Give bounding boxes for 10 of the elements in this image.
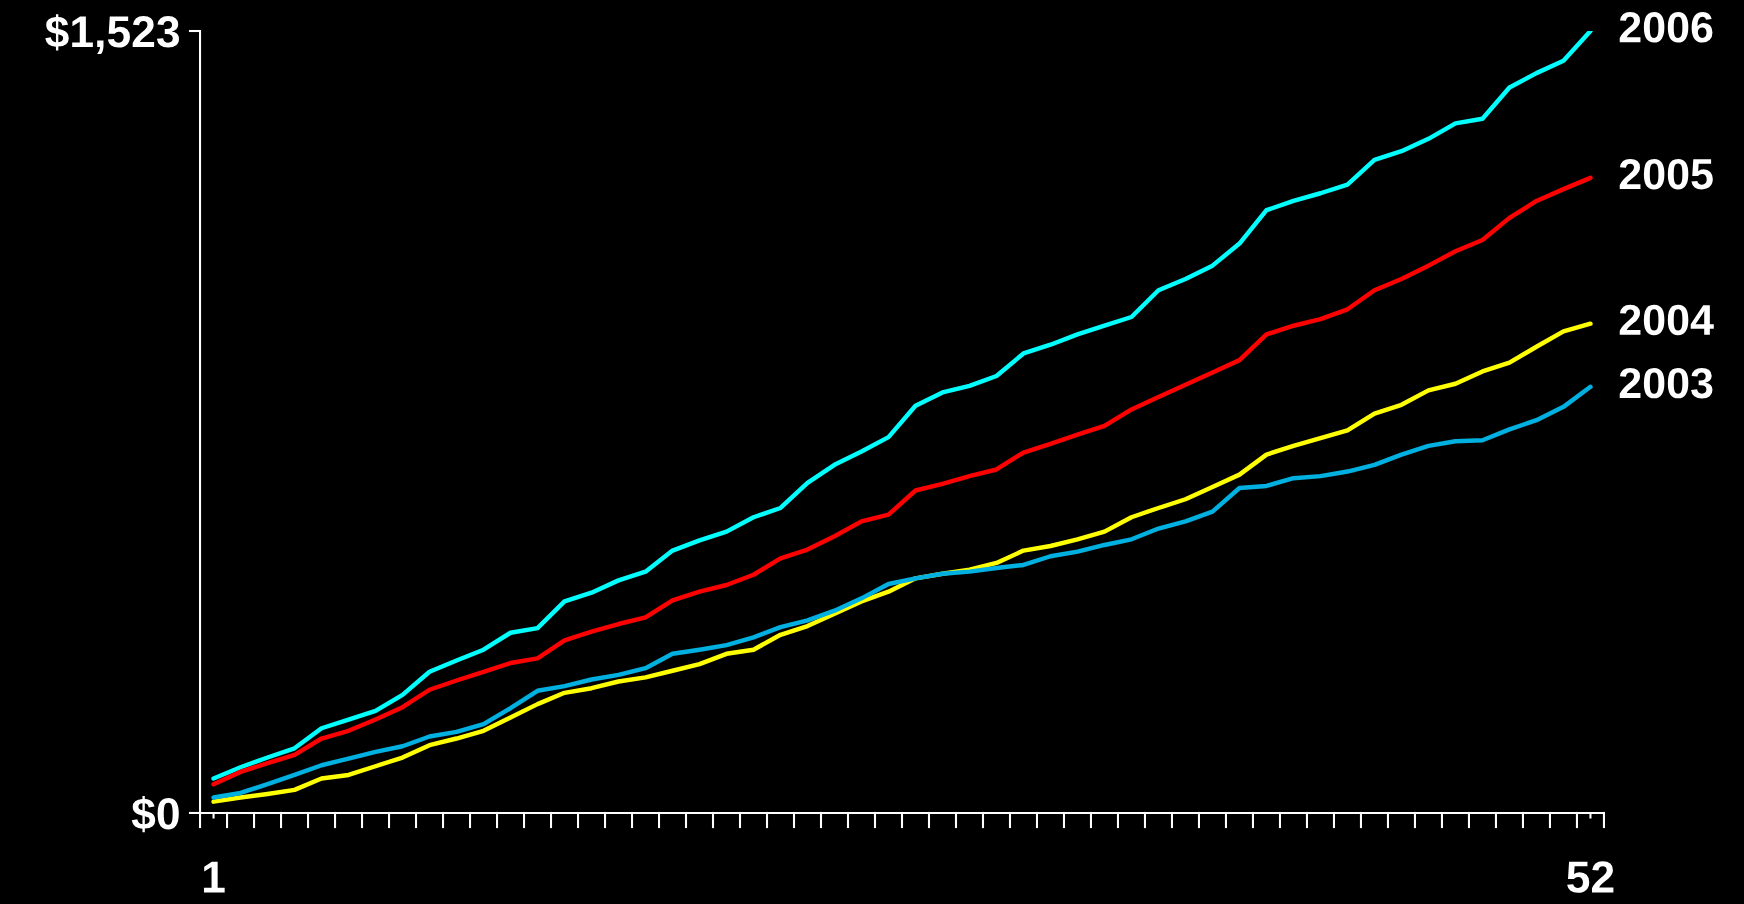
series-label: 2005 <box>1619 158 1713 190</box>
series-label: 2004 <box>1619 304 1714 336</box>
y-tick-label: $0 <box>131 796 179 833</box>
series-label: 2006 <box>1619 12 1713 43</box>
series-label: 2003 <box>1619 367 1713 399</box>
x-tick-label: 52 <box>1567 861 1614 893</box>
x-tick-label: 1 <box>203 861 225 893</box>
line-series <box>211 31 1593 781</box>
line-series <box>211 175 1593 787</box>
y-tick-label: $1,523 <box>45 14 179 54</box>
